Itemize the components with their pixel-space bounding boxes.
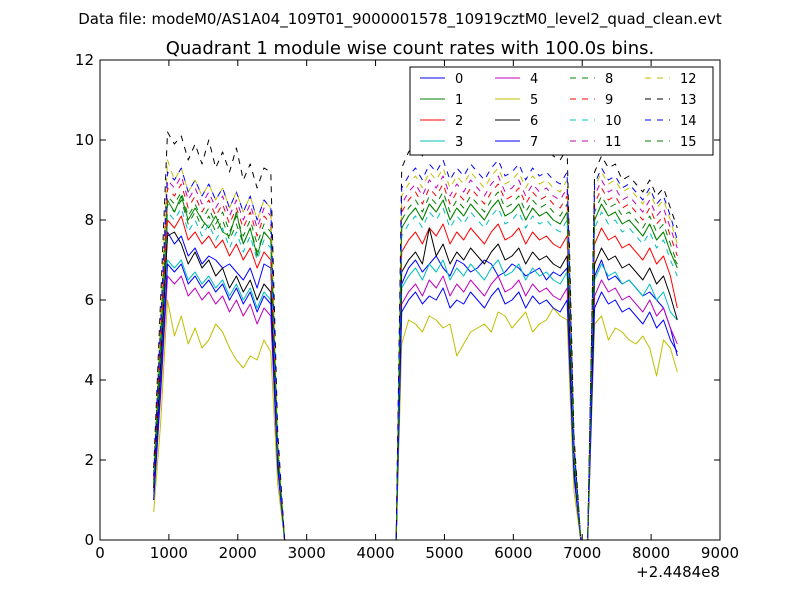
x-tick-label: 3000	[288, 544, 326, 562]
legend-label-9: 9	[605, 93, 613, 108]
legend-label-0: 0	[455, 72, 463, 87]
series-line-12	[153, 159, 678, 541]
legend-label-11: 11	[605, 135, 622, 150]
x-tick-label: 4000	[356, 544, 394, 562]
legend-label-1: 1	[455, 93, 463, 108]
axes-ticks: 0 1000 2000 3000 4000 5000 6000 7000 8000 9000 0 2 4…	[75, 51, 739, 562]
x-tick-label: 0	[95, 544, 105, 562]
x-tick-label: 6000	[494, 544, 532, 562]
series-line-4	[153, 275, 678, 541]
y-tick-label: 0	[84, 531, 94, 549]
series-line-0	[153, 231, 678, 541]
y-tick-label: 12	[75, 51, 94, 69]
legend-label-4: 4	[530, 72, 538, 87]
chart-title: Quadrant 1 module wise count rates with …	[166, 38, 655, 59]
y-tick-label: 4	[84, 371, 94, 389]
series-line-3	[153, 259, 678, 541]
y-tick-label: 8	[84, 211, 94, 229]
x-tick-label: 9000	[701, 544, 739, 562]
series-line-1	[153, 195, 678, 541]
series-line-6	[153, 227, 678, 541]
series-line-14	[153, 159, 678, 541]
series-line-9	[153, 183, 678, 541]
legend-label-6: 6	[530, 114, 538, 129]
x-tick-label: 5000	[425, 544, 463, 562]
series-line-5	[153, 299, 678, 541]
series-line-11	[153, 175, 678, 541]
suptitle: Data file: modeM0/AS1A04_109T01_90000015…	[78, 10, 722, 29]
x-tick-label: 2000	[219, 544, 257, 562]
y-tick-label: 6	[84, 291, 94, 309]
legend-label-10: 10	[605, 114, 622, 129]
legend-frame	[409, 66, 714, 156]
series-line-15	[153, 199, 678, 541]
series-line-2	[153, 215, 678, 541]
series-line-8	[153, 191, 678, 541]
x-tick-label: 1000	[150, 544, 188, 562]
series-layer	[153, 131, 678, 541]
series-line-10	[153, 207, 678, 541]
legend-label-14: 14	[680, 114, 697, 129]
y-tick-label: 10	[75, 131, 94, 149]
legend-label-5: 5	[530, 93, 538, 108]
x-tick-label: 7000	[563, 544, 601, 562]
legend-label-12: 12	[680, 72, 697, 87]
legend-label-15: 15	[680, 135, 697, 150]
series-line-7	[153, 263, 678, 541]
x-offset-label: +2.4484e8	[636, 563, 720, 581]
y-tick-label: 2	[84, 451, 94, 469]
legend-label-8: 8	[605, 72, 613, 87]
x-tick-label: 8000	[632, 544, 670, 562]
legend-label-3: 3	[455, 135, 463, 150]
legend-label-13: 13	[680, 93, 697, 108]
legend-label-2: 2	[455, 114, 463, 129]
legend-label-7: 7	[530, 135, 538, 150]
